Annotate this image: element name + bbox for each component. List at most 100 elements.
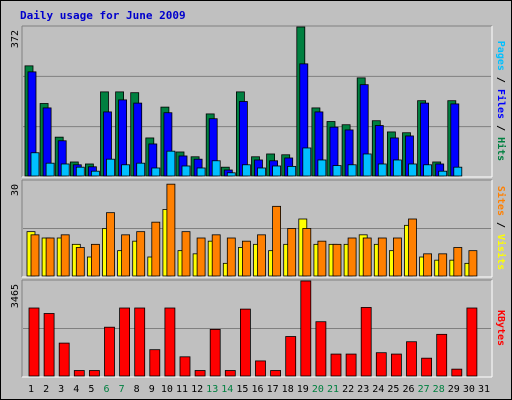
bar-sites-day-10: [166, 183, 176, 277]
bar-pages-day-14: [226, 172, 236, 177]
bar-pages-day-18: [287, 165, 297, 177]
bar-sites-day-27: [423, 253, 433, 277]
x-tick-label-day-17: 17: [267, 384, 279, 395]
bar-sites-day-30: [468, 250, 478, 277]
bar-sites-day-24: [377, 237, 387, 277]
x-tick-label-day-31: 31: [478, 384, 490, 395]
series-axis-label-part: /: [495, 119, 506, 137]
x-tick-label-day-27: 27: [418, 384, 430, 395]
x-tick-label-day-6: 6: [103, 384, 109, 395]
x-tick-label-day-13: 13: [206, 384, 218, 395]
bar-kbytes-day-29: [451, 368, 463, 377]
bar-pages-day-1: [30, 152, 40, 177]
x-tick-label-day-12: 12: [191, 384, 203, 395]
bar-pages-day-19: [302, 147, 312, 177]
x-tick-label-day-19: 19: [297, 384, 309, 395]
x-tick-label-day-29: 29: [448, 384, 460, 395]
bar-sites-day-29: [453, 247, 463, 277]
x-tick-label-day-15: 15: [236, 384, 248, 395]
bar-pages-day-25: [392, 159, 402, 177]
series-axis-label-part: /: [495, 71, 506, 89]
x-tick-label-day-7: 7: [119, 384, 125, 395]
bar-kbytes-day-19: [300, 280, 312, 377]
bar-kbytes-day-13: [209, 328, 221, 377]
bar-kbytes-day-14: [224, 370, 236, 377]
y-max-label: 372: [10, 30, 21, 48]
bar-sites-day-9: [151, 221, 161, 277]
bar-kbytes-day-6: [104, 326, 115, 377]
x-tick-label-day-9: 9: [149, 384, 155, 395]
series-axis-label-part: KBytes: [495, 310, 506, 346]
bar-pages-day-29: [453, 166, 463, 177]
bar-sites-day-12: [196, 237, 206, 277]
bar-sites-day-22: [347, 237, 357, 277]
bar-kbytes-day-8: [134, 307, 146, 377]
x-tick-label-day-28: 28: [433, 384, 445, 395]
x-tick-label-day-5: 5: [88, 384, 94, 395]
bar-sites-day-13: [211, 234, 221, 277]
bar-kbytes-day-18: [285, 336, 297, 377]
bar-pages-day-24: [377, 163, 387, 177]
x-tick-label-day-26: 26: [402, 384, 414, 395]
x-tick-label-day-11: 11: [176, 384, 188, 395]
x-tick-label-day-1: 1: [28, 384, 34, 395]
bar-kbytes-day-9: [149, 349, 161, 377]
bar-kbytes-day-26: [406, 341, 417, 377]
bar-sites-day-2: [45, 237, 55, 277]
bar-files-day-29: [450, 103, 460, 177]
series-axis-label: Pages / Files / Hits: [495, 41, 507, 161]
bar-pages-day-9: [151, 167, 161, 177]
bar-pages-day-12: [196, 167, 206, 177]
bar-sites-day-25: [392, 237, 402, 277]
bar-sites-day-16: [257, 234, 266, 277]
bar-kbytes-day-23: [360, 307, 372, 377]
bar-pages-day-17: [272, 165, 282, 177]
bar-kbytes-day-3: [58, 342, 70, 377]
bar-pages-day-8: [136, 162, 146, 177]
bar-kbytes-day-4: [73, 370, 85, 377]
bar-pages-day-6: [106, 158, 115, 177]
bar-sites-day-8: [136, 231, 146, 277]
bar-kbytes-day-30: [466, 307, 478, 377]
bar-kbytes-day-12: [194, 370, 206, 377]
bar-sites-day-18: [287, 228, 297, 277]
bar-pages-day-3: [60, 163, 70, 177]
page-title: Daily usage for June 2009: [20, 9, 186, 22]
y-max-label: 30: [10, 184, 21, 196]
y-max-label: 3465: [10, 284, 21, 308]
x-tick-label-day-22: 22: [342, 384, 354, 395]
bar-kbytes-day-7: [119, 307, 130, 377]
x-tick-label-day-10: 10: [161, 384, 173, 395]
bar-sites-day-15: [241, 240, 251, 277]
bar-sites-day-5: [91, 243, 100, 277]
bar-kbytes-day-21: [330, 353, 342, 377]
bar-kbytes-day-22: [345, 353, 357, 377]
x-tick-label-day-8: 8: [134, 384, 140, 395]
bar-kbytes-day-24: [375, 352, 387, 377]
bar-sites-day-17: [272, 205, 282, 277]
series-axis-label-part: Files: [495, 89, 507, 119]
series-axis-label-part: Pages: [495, 41, 506, 71]
bar-kbytes-day-20: [315, 321, 327, 377]
bar-pages-day-22: [347, 164, 357, 177]
bar-pages-day-16: [257, 167, 266, 177]
bar-pages-day-27: [423, 164, 433, 177]
bar-sites-day-1: [30, 234, 40, 277]
bar-pages-day-21: [332, 165, 342, 177]
series-axis-label-part: Hits: [495, 137, 507, 161]
bar-sites-day-26: [408, 218, 417, 277]
bar-pages-day-7: [121, 164, 130, 177]
bar-pages-day-13: [211, 160, 221, 177]
bar-kbytes-day-1: [28, 307, 40, 377]
bar-kbytes-day-17: [270, 370, 282, 377]
bar-kbytes-day-27: [421, 357, 433, 377]
bar-kbytes-day-25: [390, 353, 402, 377]
x-tick-label-day-23: 23: [357, 384, 369, 395]
bar-pages-day-2: [45, 162, 55, 177]
bar-pages-day-11: [181, 165, 191, 177]
bar-sites-day-11: [181, 231, 191, 277]
bar-sites-day-4: [75, 247, 85, 277]
bar-pages-day-26: [408, 163, 417, 177]
bar-kbytes-day-10: [164, 307, 176, 377]
